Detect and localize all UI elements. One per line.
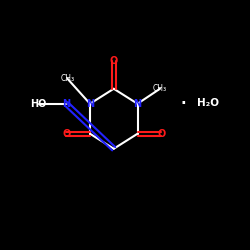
Text: H₂O: H₂O bbox=[196, 98, 218, 108]
Text: N: N bbox=[62, 99, 70, 109]
Text: HO: HO bbox=[30, 99, 47, 109]
Text: ·: · bbox=[181, 96, 186, 111]
Text: O: O bbox=[157, 129, 166, 139]
Text: CH₃: CH₃ bbox=[60, 74, 74, 83]
Text: N: N bbox=[86, 99, 94, 109]
Text: O: O bbox=[62, 129, 70, 139]
Text: N: N bbox=[134, 99, 141, 109]
Text: O: O bbox=[110, 56, 118, 66]
Text: CH₃: CH₃ bbox=[153, 84, 167, 93]
